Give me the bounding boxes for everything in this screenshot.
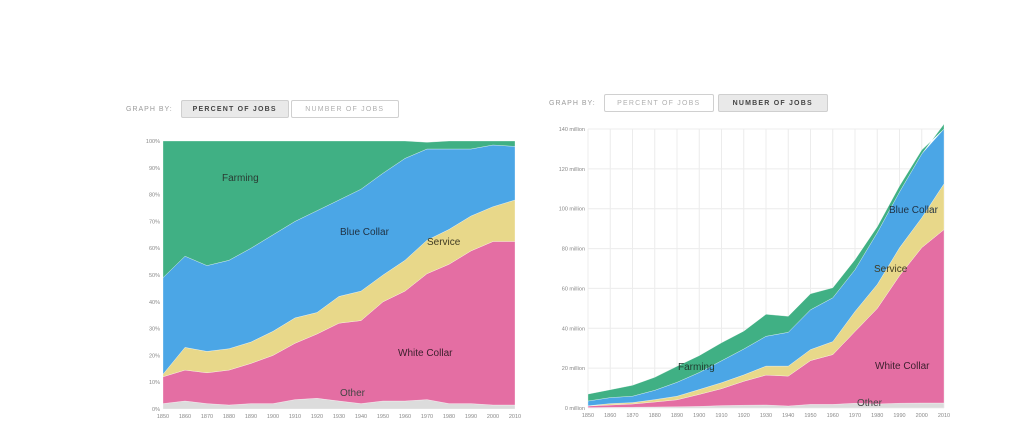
area-service <box>162 199 516 378</box>
x-tick-label: 1860 <box>179 414 191 420</box>
area-blue-collar <box>587 128 945 407</box>
x-tick-label: 1860 <box>604 413 616 419</box>
right-graph-by-controls: GRAPH BY: PERCENT OF JOBS NUMBER OF JOBS <box>549 92 828 114</box>
x-tick-label: 2000 <box>916 413 928 419</box>
x-tick-label: 1900 <box>693 413 705 419</box>
x-tick-label: 1950 <box>377 414 389 420</box>
y-tick-label: 120 million <box>559 167 585 173</box>
area-blue-collar <box>162 144 516 375</box>
series-label-service: Service <box>427 237 461 248</box>
x-tick-label: 1850 <box>582 413 594 419</box>
y-tick-label: 0% <box>152 407 160 413</box>
y-tick-label: 80% <box>149 193 160 199</box>
series-label-farming: Farming <box>222 173 259 184</box>
series-label-white-collar: White Collar <box>875 361 930 372</box>
y-tick-label: 100% <box>146 139 160 145</box>
x-tick-label: 1920 <box>311 414 323 420</box>
x-tick-label: 1960 <box>827 413 839 419</box>
series-label-blue-collar: Blue Collar <box>340 227 390 238</box>
area-white-collar <box>587 229 945 408</box>
x-tick-label: 1880 <box>649 413 661 419</box>
percent-of-jobs-button[interactable]: PERCENT OF JOBS <box>603 94 714 112</box>
x-tick-label: 1980 <box>443 414 455 420</box>
y-tick-label: 40% <box>149 300 160 306</box>
x-tick-label: 1970 <box>421 414 433 420</box>
graph-by-label: GRAPH BY: <box>126 105 173 113</box>
x-tick-label: 1880 <box>223 414 235 420</box>
y-tick-label: 40 million <box>562 326 585 332</box>
series-label-farming: Farming <box>678 362 715 373</box>
y-tick-label: 20 million <box>562 366 585 372</box>
x-tick-label: 1940 <box>355 414 367 420</box>
x-tick-label: 2010 <box>938 413 950 419</box>
area-other <box>162 398 516 410</box>
x-tick-label: 1920 <box>738 413 750 419</box>
x-tick-label: 1940 <box>782 413 794 419</box>
percent-of-jobs-button[interactable]: PERCENT OF JOBS <box>180 100 289 118</box>
left-graph-by-controls: GRAPH BY: PERCENT OF JOBS NUMBER OF JOBS <box>126 98 399 120</box>
graph-by-label: GRAPH BY: <box>549 99 596 107</box>
y-tick-label: 0 million <box>565 406 585 412</box>
x-tick-label: 1870 <box>201 414 213 420</box>
x-tick-label: 1870 <box>626 413 638 419</box>
x-tick-label: 1960 <box>399 414 411 420</box>
x-tick-label: 1890 <box>245 414 257 420</box>
x-tick-label: 1910 <box>289 414 301 420</box>
series-label-other: Other <box>857 398 883 409</box>
y-tick-label: 60 million <box>562 286 585 292</box>
y-tick-label: 140 million <box>559 127 585 133</box>
area-white-collar <box>162 241 516 406</box>
y-tick-label: 80 million <box>562 247 585 253</box>
area-service <box>587 182 945 407</box>
x-tick-label: 2010 <box>509 414 521 420</box>
y-tick-label: 30% <box>149 327 160 333</box>
area-other <box>587 402 945 409</box>
x-tick-label: 1970 <box>849 413 861 419</box>
x-tick-label: 1890 <box>671 413 683 419</box>
y-tick-label: 90% <box>149 166 160 172</box>
x-tick-label: 1930 <box>760 413 772 419</box>
y-tick-label: 50% <box>149 273 160 279</box>
area-farming <box>587 123 945 402</box>
series-label-blue-collar: Blue Collar <box>889 205 939 216</box>
x-tick-label: 1850 <box>157 414 169 420</box>
y-tick-label: 10% <box>149 380 160 386</box>
number-of-jobs-button[interactable]: NUMBER OF JOBS <box>717 94 828 112</box>
x-tick-label: 1910 <box>715 413 727 419</box>
x-tick-label: 1900 <box>267 414 279 420</box>
y-tick-label: 100 million <box>559 207 585 213</box>
series-label-white-collar: White Collar <box>398 348 453 359</box>
number-of-jobs-button[interactable]: NUMBER OF JOBS <box>290 100 399 118</box>
x-tick-label: 2000 <box>487 414 499 420</box>
y-tick-label: 70% <box>149 219 160 225</box>
x-tick-label: 1930 <box>333 414 345 420</box>
series-label-other: Other <box>340 388 366 399</box>
x-tick-label: 1980 <box>871 413 883 419</box>
y-tick-label: 60% <box>149 246 160 252</box>
series-label-service: Service <box>874 264 908 275</box>
area-farming <box>162 140 516 279</box>
y-tick-label: 20% <box>149 353 160 359</box>
x-tick-label: 1950 <box>804 413 816 419</box>
x-tick-label: 1990 <box>893 413 905 419</box>
x-tick-label: 1990 <box>465 414 477 420</box>
